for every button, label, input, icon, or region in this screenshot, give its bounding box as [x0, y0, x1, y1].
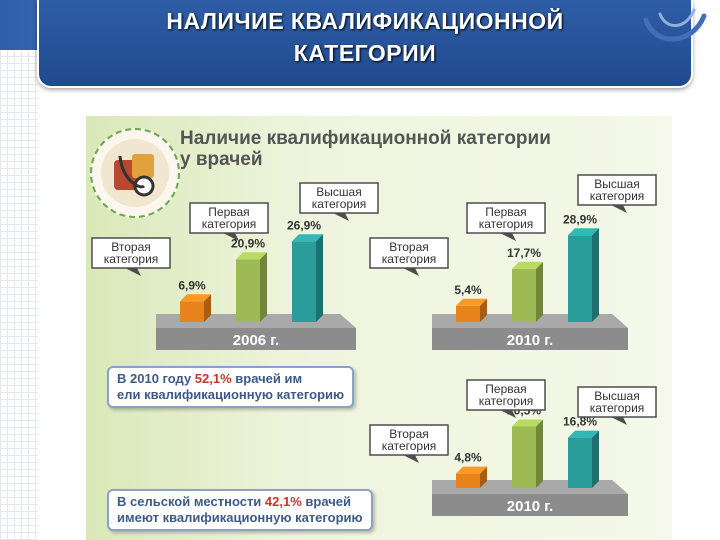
bar-2-side: [536, 419, 543, 488]
callout-text: Первая: [208, 205, 249, 219]
bar-3-side: [592, 430, 599, 488]
callout-box: [91, 237, 171, 269]
bar-value-label: 4,8%: [454, 451, 482, 465]
note1-value: 52,1%: [194, 371, 232, 386]
note2-value: 42,1%: [264, 494, 302, 509]
doctor-photo-emblem: [90, 128, 180, 218]
bar-1-side: [204, 294, 211, 322]
callout-text: категория: [104, 252, 159, 266]
chart-1: 2006 г.6,9%Втораякатегория20,9%Перваякат…: [91, 182, 379, 350]
bar-1-top: [456, 298, 487, 306]
bar-2-front: [512, 426, 536, 488]
bar-value-label: 26,9%: [287, 218, 321, 232]
chart-3: 2010 г.4,8%Втораякатегория20,5%Перваякат…: [369, 379, 657, 516]
callout-text: категория: [479, 394, 534, 408]
bar-1-front: [456, 473, 480, 488]
bar-2-top: [512, 261, 543, 269]
chart-base-label: 2010 г.: [507, 332, 553, 349]
callout-pointer: [611, 205, 627, 213]
callout-text: категория: [590, 189, 645, 203]
slide-title-box: НАЛИЧИЕ КВАЛИФИКАЦИОННОЙ КАТЕГОРИИ: [37, 0, 693, 88]
figure-heading-line1: Наличие квалификационной категории: [180, 128, 551, 149]
callout-box: [466, 379, 546, 411]
callout-pointer: [403, 455, 419, 463]
swirl-logo-icon: [643, 8, 707, 42]
bar-3-top: [292, 234, 323, 242]
bar-2-front: [512, 268, 536, 322]
callout-text: Первая: [485, 205, 526, 219]
bar-2-top: [512, 419, 543, 427]
callout-pointer: [223, 233, 239, 241]
chart-base-front: [432, 328, 628, 350]
callout-text: категория: [312, 197, 367, 211]
callout-pointer: [125, 268, 141, 276]
callout-text: категория: [382, 252, 437, 266]
callout-box: [299, 182, 379, 214]
note-2010-summary: В 2010 году 52,1% врачей им ели квалифик…: [107, 366, 355, 408]
bar-3-side: [592, 228, 599, 322]
callout-text: Вторая: [389, 240, 429, 254]
note2-line2: имеют квалификационную категорию: [117, 510, 363, 525]
figure-heading-line2: у врачей: [180, 149, 263, 170]
bar-2-side: [536, 261, 543, 322]
bar-value-label: 16,8%: [563, 415, 597, 429]
callout-box: [369, 237, 449, 269]
callout-text: категория: [479, 217, 534, 231]
bar-1-front: [456, 305, 480, 322]
bar-2-front: [236, 259, 260, 322]
bar-value-label: 6,9%: [178, 278, 206, 292]
bar-3-top: [568, 430, 599, 438]
bar-3-top: [568, 228, 599, 236]
bar-2-side: [260, 252, 267, 322]
callout-text: категория: [382, 439, 437, 453]
chart-base-front: [432, 494, 628, 516]
bar-1-top: [180, 294, 211, 302]
callout-pointer: [611, 417, 627, 425]
callout-text: Высшая: [316, 185, 361, 199]
callout-text: Высшая: [594, 177, 639, 191]
note1-middle: врачей им: [231, 371, 303, 386]
bar-2-top: [236, 252, 267, 260]
note2-middle: врачей: [301, 494, 352, 509]
callout-text: Вторая: [389, 427, 429, 441]
bar-value-label: 17,7%: [507, 246, 541, 260]
slide-title-line1: НАЛИЧИЕ КВАЛИФИКАЦИОННОЙ: [166, 8, 564, 34]
slide-title-line2: КАТЕГОРИИ: [293, 40, 437, 66]
callout-pointer: [500, 233, 516, 241]
stethoscope-icon: [101, 139, 169, 207]
bar-1-top: [456, 466, 487, 474]
bar-3-front: [568, 437, 592, 488]
bar-3-front: [292, 241, 316, 322]
callout-text: категория: [202, 217, 257, 231]
bar-3-side: [316, 234, 323, 322]
bar-1-side: [480, 466, 487, 488]
bar-value-label: 28,9%: [563, 212, 597, 226]
callout-box: [369, 424, 449, 456]
bar-value-label: 20,9%: [231, 236, 265, 250]
chart-base-label: 2006 г.: [233, 332, 279, 349]
bar-1-front: [180, 301, 204, 322]
callout-text: Высшая: [594, 389, 639, 403]
chart-base-label: 2010 г.: [507, 498, 553, 515]
callout-text: Первая: [485, 382, 526, 396]
callout-text: категория: [590, 401, 645, 415]
chart-base-front: [156, 328, 356, 350]
figure-heading: Наличие квалификационной категории у вра…: [180, 128, 551, 170]
callout-pointer: [500, 410, 516, 418]
callout-pointer: [403, 268, 419, 276]
callout-pointer: [333, 213, 349, 221]
bar-3-front: [568, 235, 592, 322]
note2-prefix: В сельской местности: [117, 494, 265, 509]
background-grid-pattern: [0, 0, 38, 540]
bar-value-label: 5,4%: [454, 283, 482, 297]
note1-line2: ели квалификационную категорию: [117, 387, 345, 402]
note1-prefix: В 2010 году: [117, 371, 195, 386]
note-rural-summary: В сельской местности 42,1% врачей имеют …: [107, 489, 373, 531]
bar-1-side: [480, 298, 487, 322]
callout-text: Вторая: [111, 240, 151, 254]
